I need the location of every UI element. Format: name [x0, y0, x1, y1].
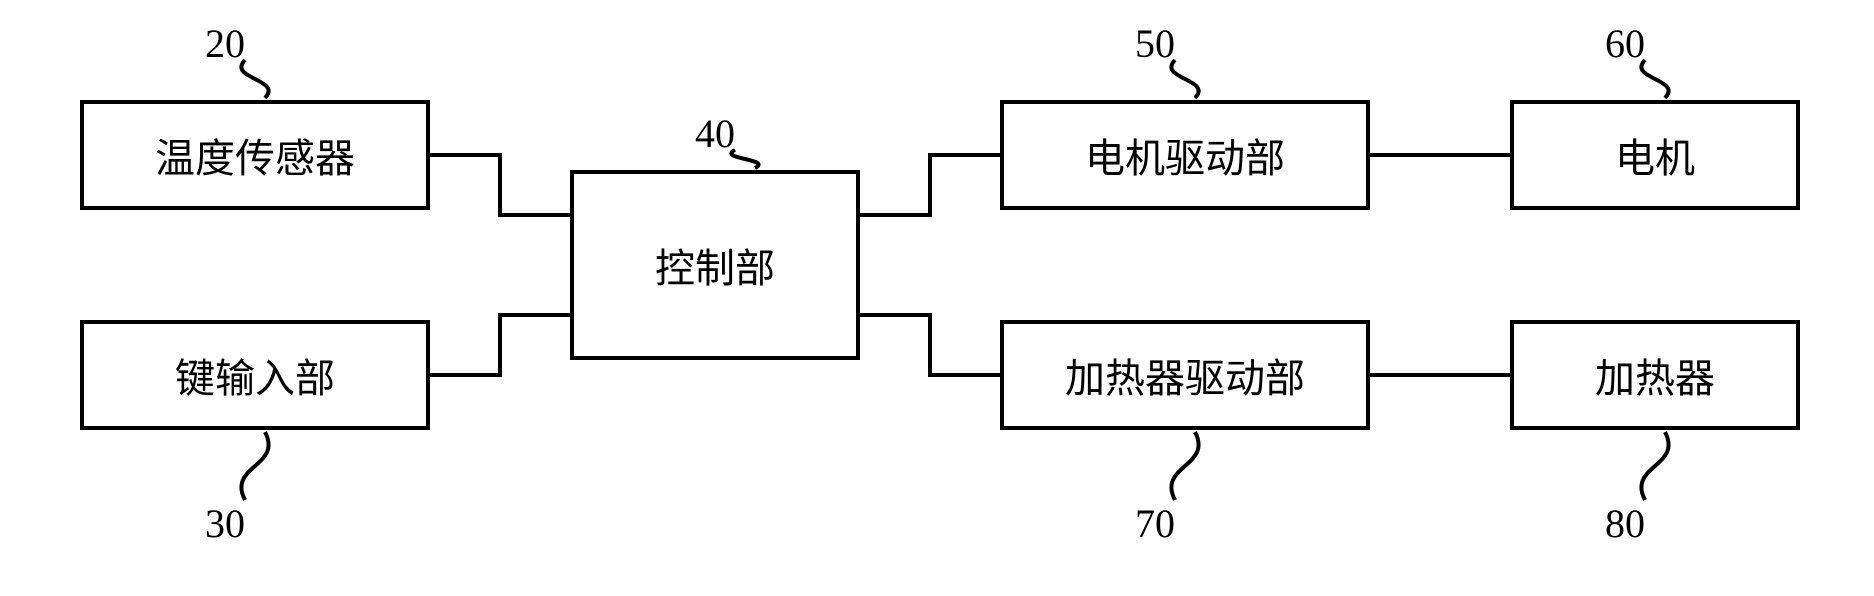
diagram-canvas: 温度传感器 键输入部 控制部 电机驱动部 加热器驱动部 电机 加热器 20 30…	[0, 0, 1874, 596]
connectors	[0, 0, 1874, 596]
